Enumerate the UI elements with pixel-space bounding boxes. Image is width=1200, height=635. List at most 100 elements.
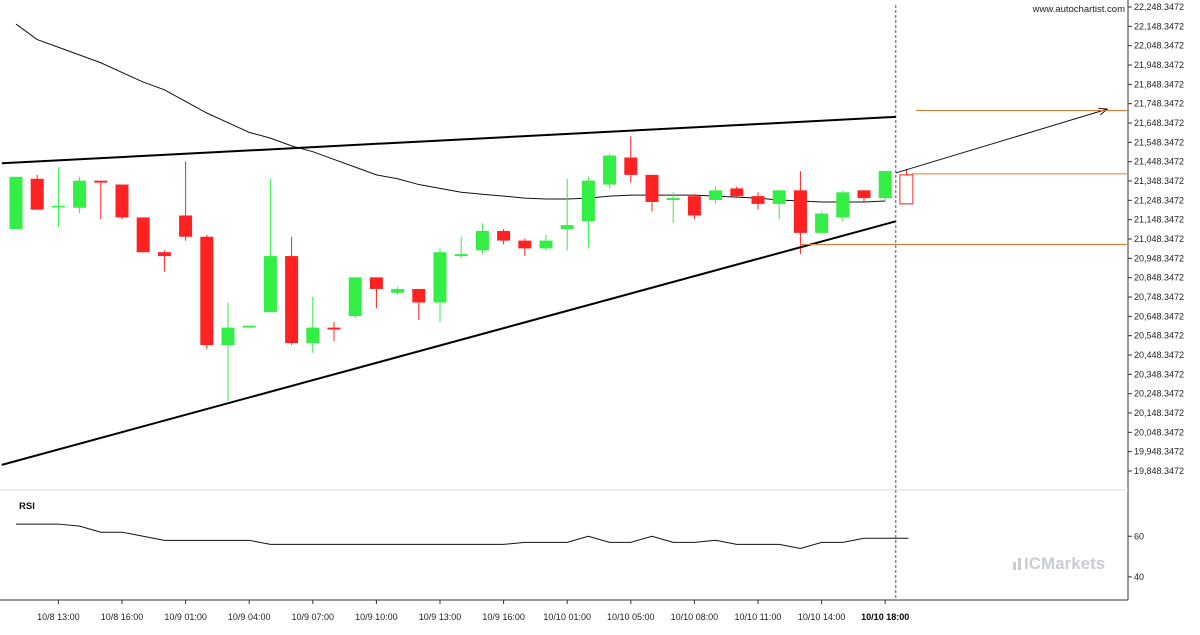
candle-body	[687, 196, 701, 216]
y-tick-label: 20,348.3472	[1134, 369, 1184, 379]
candle-body	[94, 180, 108, 183]
x-tick-label: 10/9 10:00	[355, 612, 398, 622]
y-tick-label: 20,048.3472	[1134, 427, 1184, 437]
candle	[94, 180, 108, 220]
candle	[751, 192, 765, 210]
candle-body	[793, 190, 807, 233]
candle-body	[730, 188, 744, 197]
candle	[666, 192, 680, 224]
y-tick-label: 22,148.3472	[1134, 21, 1184, 31]
candle	[73, 176, 87, 214]
candle-body	[348, 277, 362, 317]
candle	[242, 325, 256, 328]
y-tick-label: 20,948.3472	[1134, 253, 1184, 263]
candle-body	[751, 196, 765, 204]
candle-body	[285, 256, 299, 344]
candle	[285, 236, 299, 346]
candle	[136, 217, 150, 253]
y-tick-label: 20,848.3472	[1134, 273, 1184, 283]
candle-body	[9, 176, 23, 230]
candle	[581, 176, 595, 249]
candle-body	[200, 236, 214, 346]
y-tick-label: 21,848.3472	[1134, 79, 1184, 89]
y-tick-label: 20,448.3472	[1134, 350, 1184, 360]
candle-body	[369, 277, 383, 289]
brand-name: ICMarkets	[1024, 554, 1105, 573]
current-candle-body	[899, 174, 914, 205]
candle	[518, 238, 532, 257]
candle	[624, 136, 638, 183]
x-axis-ticks: 10/8 13:00 10/8 16:00 10/9 01:00 10/9 04:00…	[37, 600, 909, 622]
candle-body	[645, 174, 659, 202]
candle	[221, 302, 235, 402]
candle-body	[221, 327, 235, 346]
x-tick-label: 10/10 05:00	[607, 612, 655, 622]
moving-average-layer	[15, 23, 886, 203]
y-tick-label: 20,748.3472	[1134, 292, 1184, 302]
candle	[687, 194, 701, 220]
projection-arrowhead	[1098, 107, 1109, 116]
x-tick-label: 10/9 01:00	[164, 612, 207, 622]
candle	[391, 287, 405, 295]
candle-body	[772, 190, 786, 204]
rsi-line	[16, 523, 909, 549]
candle	[878, 171, 892, 202]
candle	[348, 277, 362, 318]
candle-body	[433, 252, 447, 303]
candle	[772, 190, 786, 220]
x-tick-label: 10/10 01:00	[543, 612, 591, 622]
x-tick-label: 10/10 11:00	[735, 612, 782, 622]
y-tick-label: 20,548.3472	[1134, 331, 1184, 341]
candle	[263, 178, 277, 313]
y-tick-label: 21,548.3472	[1134, 137, 1184, 147]
y-tick-label: 22,248.3472	[1134, 2, 1184, 12]
candle	[327, 321, 341, 342]
y-tick-label: 21,048.3472	[1134, 234, 1184, 244]
resistance-trendline	[1, 115, 896, 165]
y-tick-label: 19,948.3472	[1134, 447, 1184, 457]
x-tick-label: 10/9 07:00	[292, 612, 335, 622]
candle-body	[412, 288, 426, 303]
candle	[475, 223, 489, 255]
candle	[857, 190, 871, 202]
brand-bars-icon	[1013, 562, 1016, 570]
candle	[497, 229, 511, 245]
candle-body	[497, 230, 511, 241]
candle-body	[709, 190, 723, 201]
candle-body	[454, 254, 468, 257]
candle-body	[560, 225, 574, 230]
candle-body	[327, 327, 341, 330]
candle-body	[815, 213, 829, 233]
candle	[369, 277, 383, 309]
candle	[433, 248, 447, 322]
y-tick-label: 21,148.3472	[1134, 215, 1184, 225]
candle-body	[242, 325, 256, 328]
candles-layer	[9, 136, 914, 402]
candle	[836, 190, 850, 222]
candle	[645, 174, 659, 212]
y-tick-label: 21,248.3472	[1134, 195, 1184, 205]
candle-body	[51, 205, 65, 208]
candle	[200, 234, 214, 349]
y-axis-ticks: 22,248.3472 22,148.3472 22,048.3472 21,948.…	[1128, 2, 1184, 476]
y-tick-label: 21,348.3472	[1134, 176, 1184, 186]
x-tick-label: 10/10 18:00	[861, 612, 909, 622]
candle-body	[115, 184, 129, 218]
x-tick-label: 10/9 04:00	[228, 612, 271, 622]
candle	[306, 296, 320, 353]
candle	[179, 161, 193, 241]
y-tick-label: 20,148.3472	[1134, 408, 1184, 418]
x-tick-label: 10/8 16:00	[101, 612, 144, 622]
rsi-tick-label: 60	[1134, 531, 1144, 541]
candle-body	[878, 171, 892, 199]
site-watermark: www.autochartist.com	[1032, 4, 1125, 15]
candle	[454, 236, 468, 259]
support-trendline	[1, 220, 897, 466]
candle-body	[391, 288, 405, 293]
candle-body	[263, 256, 277, 313]
candle	[115, 184, 129, 220]
candle	[709, 186, 723, 204]
candle-body	[306, 327, 320, 344]
